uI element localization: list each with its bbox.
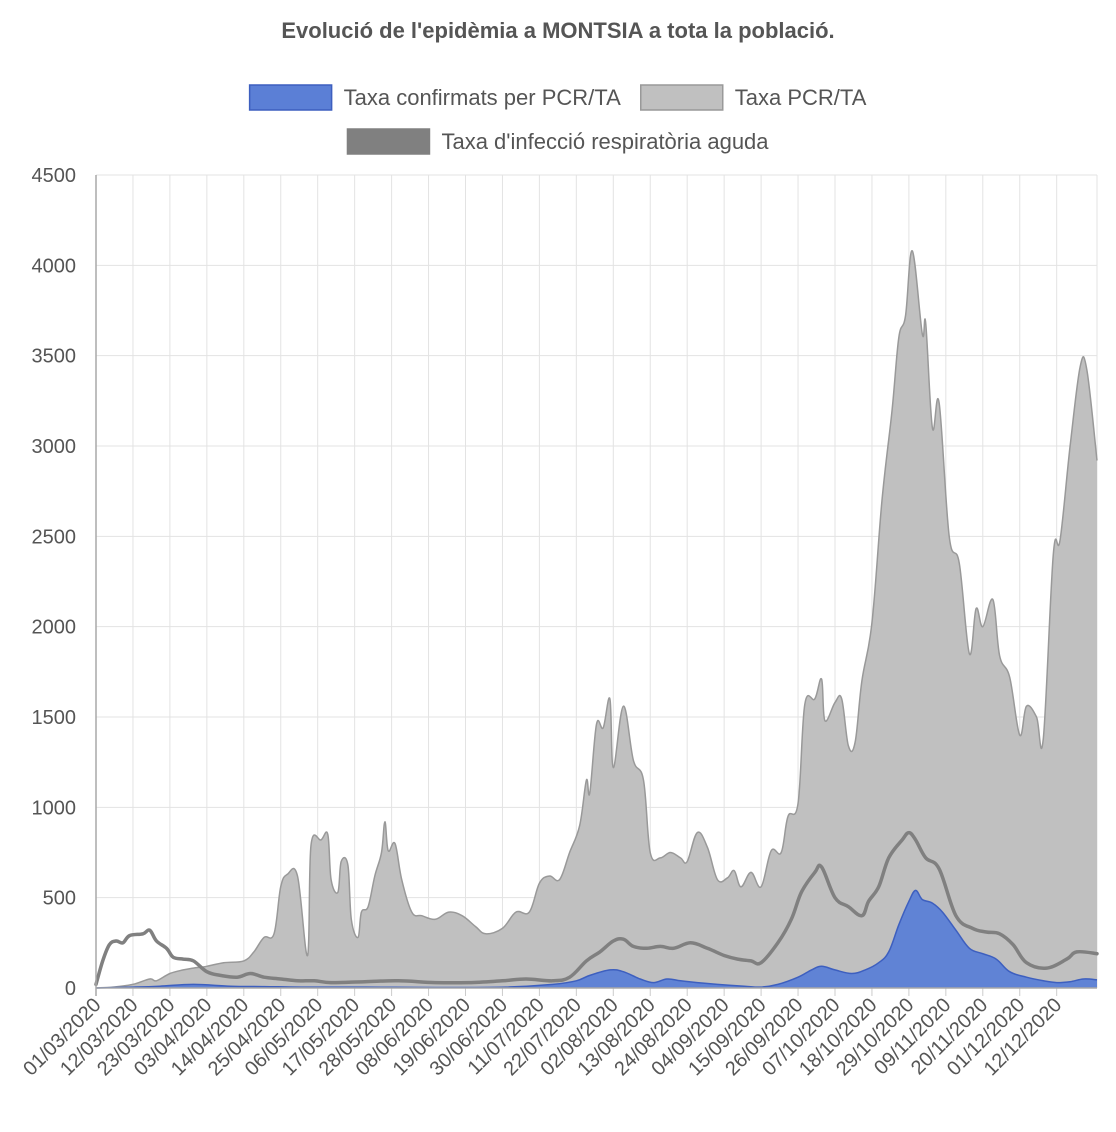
legend-label: Taxa d'infecció respiratòria aguda bbox=[441, 129, 769, 154]
y-tick-label: 4500 bbox=[32, 165, 77, 187]
legend-swatch bbox=[640, 84, 724, 111]
series-layer bbox=[94, 250, 1099, 989]
chart-title: Evolució de l'epidèmia a MONTSIA a tota … bbox=[281, 18, 835, 43]
y-tick-label: 1000 bbox=[32, 797, 77, 819]
series-border-taxa-pcr-ta bbox=[95, 250, 1098, 989]
legend-label: Taxa PCR/TA bbox=[735, 85, 867, 110]
legend-swatch bbox=[346, 128, 431, 155]
y-tick-label: 0 bbox=[65, 978, 76, 1000]
series-line-taxa-d-infecci-respirat-ria-aguda bbox=[94, 830, 1099, 987]
legend-item-taxa-confirmats-per-pcr-ta[interactable]: Taxa confirmats per PCR/TA bbox=[248, 84, 621, 111]
series-area-taxa-pcr-ta bbox=[96, 250, 1097, 988]
y-tick-label: 1500 bbox=[32, 707, 77, 729]
legend-item-taxa-pcr-ta[interactable]: Taxa PCR/TA bbox=[640, 84, 867, 111]
y-tick-label: 2000 bbox=[32, 617, 77, 639]
legend-item-taxa-d-infecci-respirat-ria-aguda[interactable]: Taxa d'infecció respiratòria aguda bbox=[346, 128, 769, 155]
y-tick-label: 3500 bbox=[32, 346, 77, 368]
legend-swatch bbox=[248, 84, 333, 111]
legend-label: Taxa confirmats per PCR/TA bbox=[344, 85, 621, 110]
y-tick-label: 500 bbox=[43, 888, 76, 910]
y-tick-label: 4000 bbox=[32, 255, 77, 277]
y-tick-label: 3000 bbox=[32, 436, 77, 458]
series-area-taxa-confirmats-per-pcr-ta bbox=[96, 890, 1097, 988]
y-tick-label: 2500 bbox=[32, 526, 77, 548]
legend[interactable]: Taxa confirmats per PCR/TA Taxa PCR/TA Tax… bbox=[248, 84, 867, 155]
